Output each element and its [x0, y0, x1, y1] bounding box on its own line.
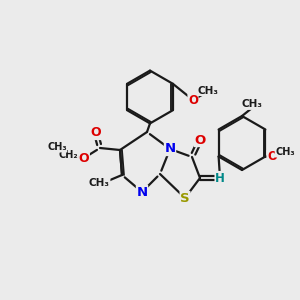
- Text: O: O: [91, 127, 101, 140]
- Text: CH₂: CH₂: [58, 150, 78, 160]
- Text: CH₃: CH₃: [275, 147, 295, 157]
- Text: O: O: [194, 134, 206, 146]
- Text: N: N: [136, 185, 148, 199]
- Text: CH₃: CH₃: [89, 178, 110, 188]
- Text: N: N: [164, 142, 175, 155]
- Text: S: S: [180, 191, 190, 205]
- Text: CH₃: CH₃: [198, 85, 219, 95]
- Text: O: O: [79, 152, 89, 164]
- Text: H: H: [215, 172, 225, 184]
- Text: CH₃: CH₃: [47, 142, 67, 152]
- Text: O: O: [188, 94, 198, 106]
- Text: CH₃: CH₃: [242, 99, 262, 110]
- Text: O: O: [267, 151, 277, 164]
